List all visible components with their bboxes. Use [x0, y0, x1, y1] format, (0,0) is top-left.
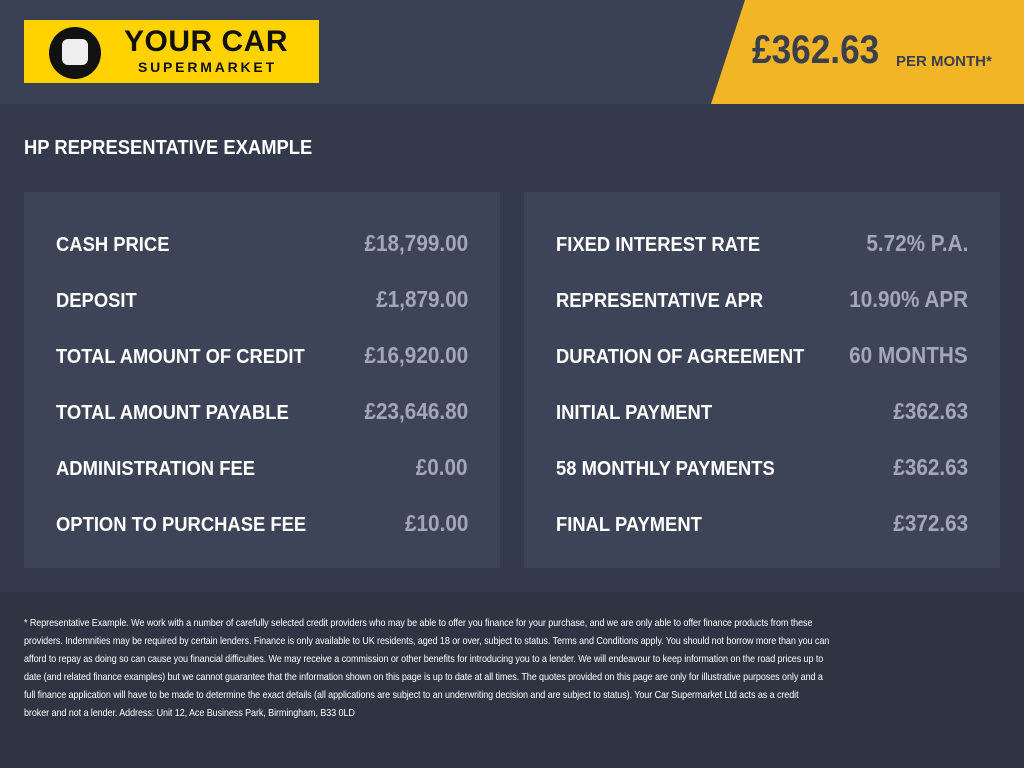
- disclaimer-line: * Representative Example. We work with a…: [24, 617, 813, 629]
- disclaimer-line: date (and related finance examples) but …: [24, 671, 823, 683]
- finance-panel-right: FIXED INTEREST RATE 5.72% P.A. REPRESENTAT…: [524, 192, 1000, 568]
- finance-value: £18,799.00: [364, 230, 468, 256]
- finance-value: 60 MONTHS: [849, 342, 968, 368]
- finance-label: CASH PRICE: [56, 234, 170, 256]
- finance-label: TOTAL AMOUNT OF CREDIT: [56, 346, 305, 368]
- disclaimer: * Representative Example. We work with a…: [0, 592, 1024, 768]
- finance-row: OPTION TO PURCHASE FEE £10.00: [56, 508, 468, 538]
- finance-label: TOTAL AMOUNT PAYABLE: [56, 402, 289, 424]
- finance-row: REPRESENTATIVE APR 10.90% APR: [556, 284, 968, 314]
- disclaimer-line: broker and not a lender. Address: Unit 1…: [24, 707, 355, 719]
- finance-row: INITIAL PAYMENT £362.63: [556, 396, 968, 426]
- finance-value: £362.63: [893, 454, 968, 480]
- finance-label: ADMINISTRATION FEE: [56, 458, 255, 480]
- finance-value: £23,646.80: [364, 398, 468, 424]
- finance-label: DURATION OF AGREEMENT: [556, 346, 805, 368]
- finance-value: 10.90% APR: [849, 286, 968, 312]
- finance-value: £10.00: [404, 510, 468, 536]
- per-month-label: PER MONTH*: [896, 53, 992, 70]
- disclaimer-line: full finance application will have to be…: [24, 689, 799, 701]
- pointing-hand-icon: [49, 27, 101, 79]
- finance-row: DEPOSIT £1,879.00: [56, 284, 468, 314]
- finance-row: CASH PRICE £18,799.00: [56, 228, 468, 258]
- disclaimer-line: providers. Indemnities may be required b…: [24, 635, 830, 647]
- finance-value: £0.00: [416, 454, 468, 480]
- finance-row: FIXED INTEREST RATE 5.72% P.A.: [556, 228, 968, 258]
- finance-label: FIXED INTEREST RATE: [556, 234, 761, 256]
- finance-panel-left: CASH PRICE £18,799.00 DEPOSIT £1,879.00 TOTA…: [24, 192, 500, 568]
- finance-row: TOTAL AMOUNT OF CREDIT £16,920.00: [56, 340, 468, 370]
- finance-value: £16,920.00: [364, 342, 468, 368]
- finance-row: 58 MONTHLY PAYMENTS £362.63: [556, 452, 968, 482]
- finance-row: FINAL PAYMENT £372.63: [556, 508, 968, 538]
- finance-value: £1,879.00: [375, 286, 468, 312]
- finance-label: FINAL PAYMENT: [556, 514, 702, 536]
- finance-label: OPTION TO PURCHASE FEE: [56, 514, 307, 536]
- logo-text: YOUR CAR: [124, 25, 289, 58]
- page-title: HP REPRESENTATIVE EXAMPLE: [24, 137, 313, 159]
- logo[interactable]: YOUR CAR SUPERMARKET: [24, 20, 319, 83]
- disclaimer-line: afford to repay as doing so can cause yo…: [24, 653, 824, 665]
- finance-row: DURATION OF AGREEMENT 60 MONTHS: [556, 340, 968, 370]
- finance-label: DEPOSIT: [56, 290, 137, 312]
- logo-subtext: SUPERMARKET: [138, 59, 277, 75]
- finance-label: REPRESENTATIVE APR: [556, 290, 764, 312]
- monthly-price: £362.63: [752, 28, 880, 72]
- monthly-price-badge: £362.63 PER MONTH*: [711, 0, 1024, 104]
- finance-value: 5.72% P.A.: [865, 230, 968, 256]
- finance-row: TOTAL AMOUNT PAYABLE £23,646.80: [56, 396, 468, 426]
- finance-label: INITIAL PAYMENT: [556, 402, 713, 424]
- finance-value: £372.63: [893, 510, 968, 536]
- finance-row: ADMINISTRATION FEE £0.00: [56, 452, 468, 482]
- finance-value: £362.63: [893, 398, 968, 424]
- header: YOUR CAR SUPERMARKET £362.63 PER MONTH*: [0, 0, 1024, 104]
- finance-label: 58 MONTHLY PAYMENTS: [556, 458, 775, 480]
